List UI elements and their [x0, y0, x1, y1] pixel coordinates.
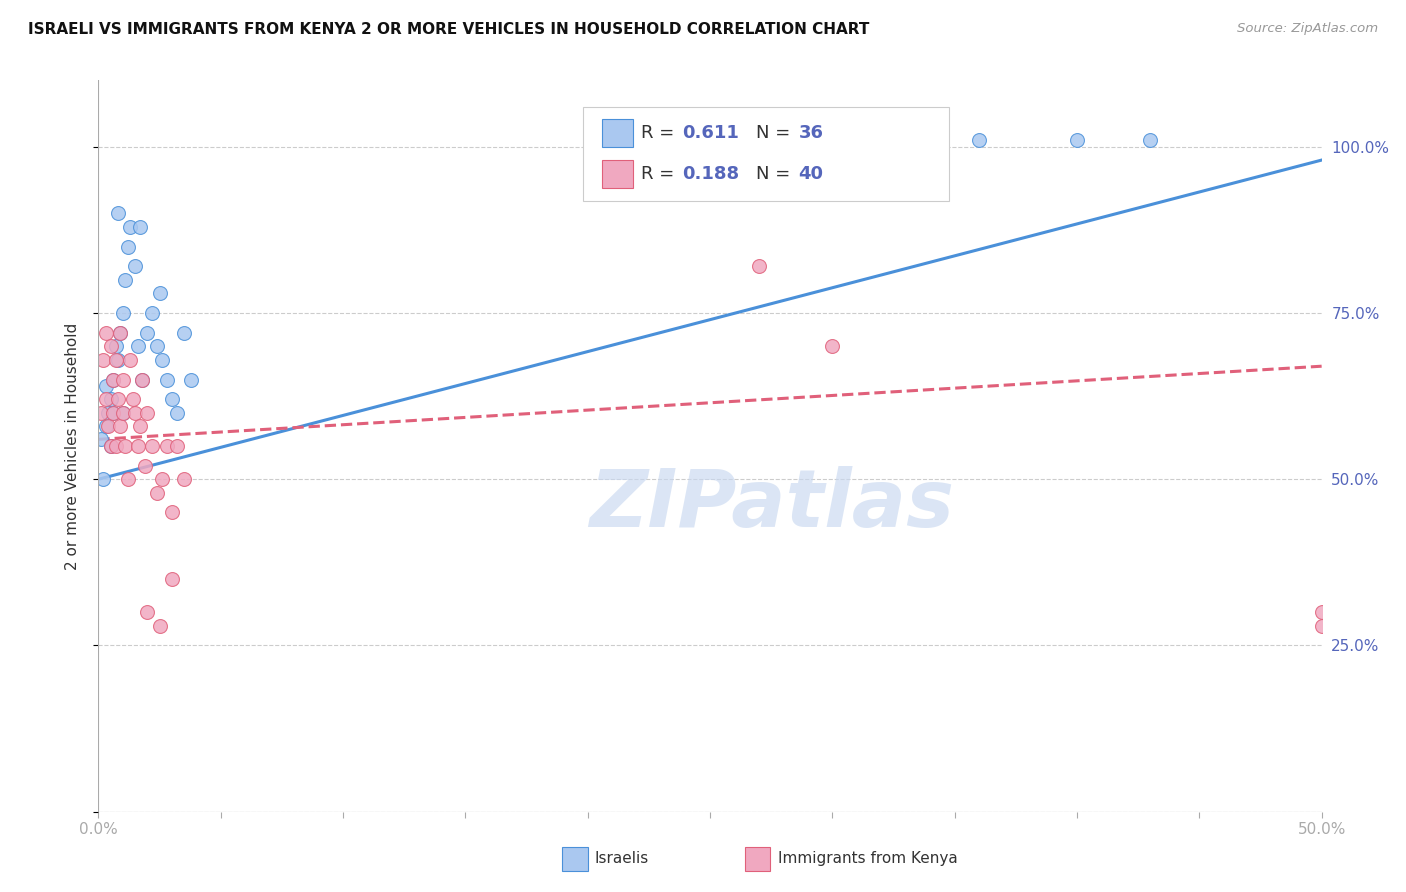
Point	[111, 406, 134, 420]
Text: 36: 36	[799, 124, 824, 142]
Point	[772, 133, 794, 147]
Point	[104, 339, 127, 353]
Point	[173, 326, 195, 340]
Point	[94, 379, 117, 393]
Y-axis label: 2 or more Vehicles in Household: 2 or more Vehicles in Household	[65, 322, 80, 570]
Point	[160, 392, 183, 407]
Point	[121, 392, 143, 407]
Point	[107, 206, 129, 220]
Point	[111, 406, 134, 420]
Text: Israelis: Israelis	[595, 852, 650, 866]
Point	[100, 392, 122, 407]
Point	[127, 339, 149, 353]
Point	[127, 439, 149, 453]
Point	[90, 433, 112, 447]
Point	[107, 392, 129, 407]
Point	[1139, 133, 1161, 147]
Point	[100, 439, 122, 453]
Point	[110, 419, 132, 434]
Point	[117, 472, 139, 486]
Point	[160, 572, 183, 586]
Point	[94, 392, 117, 407]
Point	[104, 439, 127, 453]
Point	[101, 406, 124, 420]
Point	[110, 326, 132, 340]
Point	[146, 339, 169, 353]
Point	[131, 372, 153, 386]
Point	[91, 352, 114, 367]
Text: R =: R =	[641, 124, 681, 142]
Point	[91, 472, 114, 486]
Point	[120, 219, 142, 234]
Text: 0.611: 0.611	[682, 124, 738, 142]
Point	[129, 419, 152, 434]
Point	[150, 472, 173, 486]
Point	[150, 352, 173, 367]
Point	[101, 406, 124, 420]
Point	[101, 372, 124, 386]
Point	[124, 260, 146, 274]
Text: Immigrants from Kenya: Immigrants from Kenya	[778, 852, 957, 866]
Point	[141, 306, 163, 320]
Point	[156, 439, 179, 453]
Text: Source: ZipAtlas.com: Source: ZipAtlas.com	[1237, 22, 1378, 36]
Point	[97, 419, 120, 434]
Point	[136, 326, 159, 340]
Point	[156, 372, 179, 386]
Point	[160, 506, 183, 520]
Point	[90, 406, 112, 420]
Point	[149, 286, 172, 301]
Point	[100, 339, 122, 353]
Point	[110, 326, 132, 340]
Point	[1310, 605, 1333, 619]
Point	[129, 219, 152, 234]
Point	[100, 439, 122, 453]
Point	[173, 472, 195, 486]
Point	[131, 372, 153, 386]
Point	[149, 618, 172, 632]
Point	[146, 485, 169, 500]
Point	[1310, 618, 1333, 632]
Point	[821, 339, 844, 353]
Point	[748, 260, 770, 274]
Text: 0.188: 0.188	[682, 165, 740, 183]
Point	[166, 406, 188, 420]
Point	[111, 306, 134, 320]
Point	[967, 133, 990, 147]
Point	[1066, 133, 1088, 147]
Point	[104, 352, 127, 367]
Point	[114, 439, 136, 453]
Point	[124, 406, 146, 420]
Text: 40: 40	[799, 165, 824, 183]
Text: ZIPatlas: ZIPatlas	[589, 466, 953, 543]
Point	[120, 352, 142, 367]
Point	[141, 439, 163, 453]
Point	[107, 352, 129, 367]
Point	[136, 406, 159, 420]
Point	[114, 273, 136, 287]
Text: N =: N =	[756, 165, 796, 183]
Point	[180, 372, 202, 386]
Point	[117, 239, 139, 253]
Point	[136, 605, 159, 619]
Point	[166, 439, 188, 453]
Text: R =: R =	[641, 165, 681, 183]
Text: N =: N =	[756, 124, 796, 142]
Point	[111, 372, 134, 386]
Point	[97, 406, 120, 420]
Point	[134, 458, 156, 473]
Point	[94, 419, 117, 434]
Text: ISRAELI VS IMMIGRANTS FROM KENYA 2 OR MORE VEHICLES IN HOUSEHOLD CORRELATION CHA: ISRAELI VS IMMIGRANTS FROM KENYA 2 OR MO…	[28, 22, 869, 37]
Point	[94, 326, 117, 340]
Point	[101, 372, 124, 386]
